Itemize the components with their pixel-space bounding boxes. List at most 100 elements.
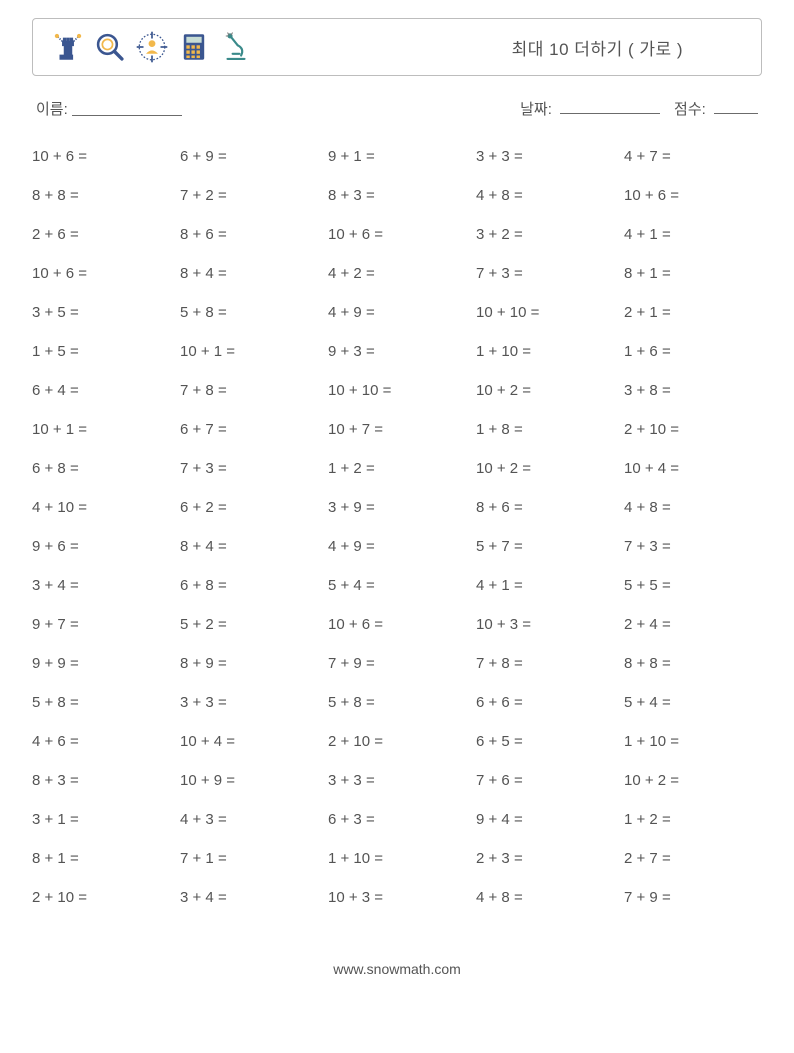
problem-cell: 4 + 8 = bbox=[624, 488, 762, 527]
problem-cell: 10 + 6 = bbox=[32, 254, 170, 293]
problem-cell: 5 + 2 = bbox=[180, 605, 318, 644]
problem-cell: 10 + 4 = bbox=[180, 722, 318, 761]
problem-cell: 9 + 1 = bbox=[328, 137, 466, 176]
problem-cell: 4 + 8 = bbox=[476, 176, 614, 215]
problem-cell: 3 + 9 = bbox=[328, 488, 466, 527]
problem-cell: 5 + 7 = bbox=[476, 527, 614, 566]
problem-cell: 8 + 8 = bbox=[32, 176, 170, 215]
problem-cell: 10 + 2 = bbox=[624, 761, 762, 800]
problem-cell: 7 + 9 = bbox=[624, 878, 762, 917]
problem-cell: 10 + 3 = bbox=[476, 605, 614, 644]
problem-cell: 10 + 1 = bbox=[180, 332, 318, 371]
problem-cell: 3 + 3 = bbox=[328, 761, 466, 800]
problem-cell: 4 + 1 = bbox=[624, 215, 762, 254]
problem-cell: 1 + 8 = bbox=[476, 410, 614, 449]
problem-cell: 10 + 7 = bbox=[328, 410, 466, 449]
problem-cell: 6 + 4 = bbox=[32, 371, 170, 410]
problem-cell: 8 + 4 = bbox=[180, 527, 318, 566]
problem-cell: 8 + 1 = bbox=[32, 839, 170, 878]
problem-cell: 10 + 6 = bbox=[32, 137, 170, 176]
problem-cell: 10 + 6 = bbox=[328, 605, 466, 644]
problem-cell: 2 + 7 = bbox=[624, 839, 762, 878]
problem-cell: 10 + 6 = bbox=[328, 215, 466, 254]
problem-cell: 4 + 9 = bbox=[328, 293, 466, 332]
problem-cell: 9 + 3 = bbox=[328, 332, 466, 371]
name-field: 이름: bbox=[36, 98, 182, 119]
problem-cell: 6 + 2 = bbox=[180, 488, 318, 527]
problem-cell: 1 + 5 = bbox=[32, 332, 170, 371]
problem-cell: 1 + 10 = bbox=[624, 722, 762, 761]
problem-cell: 2 + 10 = bbox=[32, 878, 170, 917]
target-person-icon bbox=[135, 30, 169, 64]
problem-cell: 2 + 1 = bbox=[624, 293, 762, 332]
problem-cell: 10 + 4 = bbox=[624, 449, 762, 488]
problem-cell: 7 + 8 = bbox=[180, 371, 318, 410]
problem-cell: 10 + 1 = bbox=[32, 410, 170, 449]
problem-cell: 5 + 8 = bbox=[180, 293, 318, 332]
problem-cell: 3 + 4 = bbox=[180, 878, 318, 917]
chess-balance-icon bbox=[51, 30, 85, 64]
problem-cell: 3 + 4 = bbox=[32, 566, 170, 605]
problem-cell: 1 + 6 = bbox=[624, 332, 762, 371]
problem-cell: 5 + 4 = bbox=[624, 683, 762, 722]
microscope-icon bbox=[219, 30, 253, 64]
problem-cell: 10 + 2 = bbox=[476, 371, 614, 410]
name-underline bbox=[72, 102, 182, 116]
problem-cell: 4 + 7 = bbox=[624, 137, 762, 176]
name-label: 이름: bbox=[36, 98, 68, 119]
problem-cell: 6 + 8 = bbox=[180, 566, 318, 605]
footer-text: www.snowmath.com bbox=[32, 961, 762, 977]
problem-cell: 7 + 9 = bbox=[328, 644, 466, 683]
problem-cell: 2 + 4 = bbox=[624, 605, 762, 644]
worksheet-page: 최대 10 더하기 ( 가로 ) 이름: 날짜: 점수: 10 + 6 = 6 +… bbox=[0, 0, 794, 1007]
problem-cell: 8 + 6 = bbox=[180, 215, 318, 254]
problem-cell: 9 + 9 = bbox=[32, 644, 170, 683]
problem-grid: 10 + 6 =6 + 9 =9 + 1 =3 + 3 =4 + 7 =8 + … bbox=[32, 137, 762, 917]
problem-cell: 6 + 8 = bbox=[32, 449, 170, 488]
problem-cell: 10 + 9 = bbox=[180, 761, 318, 800]
problem-cell: 4 + 10 = bbox=[32, 488, 170, 527]
problem-cell: 4 + 3 = bbox=[180, 800, 318, 839]
problem-cell: 5 + 8 = bbox=[32, 683, 170, 722]
problem-cell: 7 + 3 = bbox=[476, 254, 614, 293]
info-row: 이름: 날짜: 점수: bbox=[32, 98, 762, 119]
problem-cell: 2 + 3 = bbox=[476, 839, 614, 878]
problem-cell: 8 + 6 = bbox=[476, 488, 614, 527]
icon-row bbox=[51, 30, 253, 64]
problem-cell: 10 + 2 = bbox=[476, 449, 614, 488]
problem-cell: 4 + 6 = bbox=[32, 722, 170, 761]
problem-cell: 1 + 2 = bbox=[624, 800, 762, 839]
problem-cell: 4 + 2 = bbox=[328, 254, 466, 293]
problem-cell: 6 + 6 = bbox=[476, 683, 614, 722]
problem-cell: 5 + 5 = bbox=[624, 566, 762, 605]
date-field: 날짜: bbox=[520, 98, 660, 119]
problem-cell: 2 + 10 = bbox=[328, 722, 466, 761]
problem-cell: 8 + 4 = bbox=[180, 254, 318, 293]
problem-cell: 5 + 4 = bbox=[328, 566, 466, 605]
problem-cell: 7 + 6 = bbox=[476, 761, 614, 800]
title-box: 최대 10 더하기 ( 가로 ) bbox=[32, 18, 762, 76]
problem-cell: 7 + 8 = bbox=[476, 644, 614, 683]
problem-cell: 7 + 3 = bbox=[624, 527, 762, 566]
score-label: 점수: bbox=[674, 101, 706, 118]
problem-cell: 4 + 1 = bbox=[476, 566, 614, 605]
problem-cell: 6 + 3 = bbox=[328, 800, 466, 839]
problem-cell: 3 + 8 = bbox=[624, 371, 762, 410]
problem-cell: 7 + 1 = bbox=[180, 839, 318, 878]
problem-cell: 2 + 10 = bbox=[624, 410, 762, 449]
magnifier-icon bbox=[93, 30, 127, 64]
problem-cell: 8 + 3 = bbox=[32, 761, 170, 800]
date-label: 날짜: bbox=[520, 101, 552, 118]
problem-cell: 8 + 1 = bbox=[624, 254, 762, 293]
problem-cell: 8 + 3 = bbox=[328, 176, 466, 215]
problem-cell: 5 + 8 = bbox=[328, 683, 466, 722]
problem-cell: 7 + 3 = bbox=[180, 449, 318, 488]
problem-cell: 3 + 3 = bbox=[180, 683, 318, 722]
problem-cell: 6 + 5 = bbox=[476, 722, 614, 761]
problem-cell: 1 + 10 = bbox=[328, 839, 466, 878]
worksheet-title: 최대 10 더하기 ( 가로 ) bbox=[512, 35, 683, 60]
problem-cell: 10 + 10 = bbox=[476, 293, 614, 332]
problem-cell: 4 + 8 = bbox=[476, 878, 614, 917]
problem-cell: 6 + 7 = bbox=[180, 410, 318, 449]
problem-cell: 7 + 2 = bbox=[180, 176, 318, 215]
